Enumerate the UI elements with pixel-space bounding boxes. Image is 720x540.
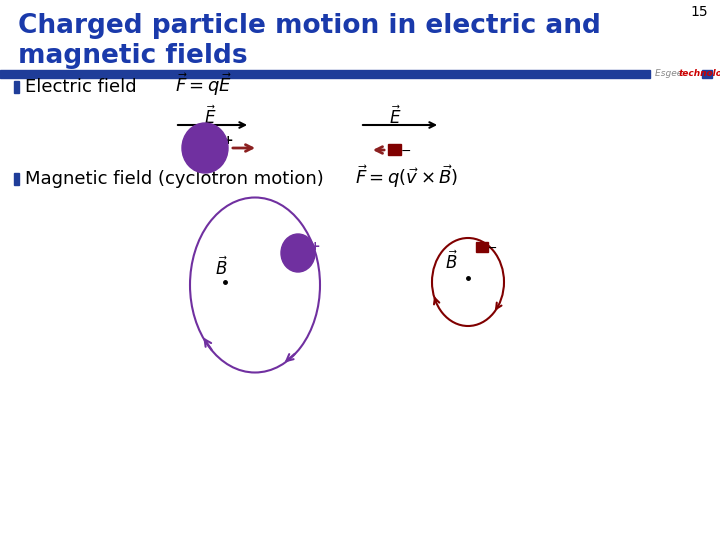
Text: 15: 15 — [690, 5, 708, 19]
Text: +: + — [310, 240, 320, 253]
Text: magnetic fields: magnetic fields — [18, 43, 248, 69]
Ellipse shape — [182, 123, 228, 173]
Text: $\vec{B}$: $\vec{B}$ — [215, 256, 229, 279]
Text: $\vec{F} = q\vec{E}$: $\vec{F} = q\vec{E}$ — [175, 72, 233, 98]
Text: technologies: technologies — [679, 70, 720, 78]
Text: $\vec{E}$: $\vec{E}$ — [204, 106, 216, 128]
Text: Charged particle motion in electric and: Charged particle motion in electric and — [18, 13, 601, 39]
Ellipse shape — [281, 234, 315, 272]
Text: $-$: $-$ — [400, 144, 412, 157]
Bar — [476, 242, 488, 252]
Bar — [388, 144, 401, 155]
Text: $-$: $-$ — [487, 240, 498, 253]
Text: +: + — [222, 133, 233, 146]
Text: $\vec{E}$: $\vec{E}$ — [389, 106, 401, 128]
Bar — [0, 70, 650, 78]
Text: Esgee: Esgee — [655, 70, 685, 78]
Text: Magnetic field (cyclotron motion): Magnetic field (cyclotron motion) — [25, 170, 324, 188]
Bar — [14, 173, 19, 185]
Text: Electric field: Electric field — [25, 78, 137, 96]
Text: $\vec{B}$: $\vec{B}$ — [446, 251, 459, 273]
Bar — [702, 70, 712, 78]
Text: $\vec{F} = q(\vec{v} \times \vec{B})$: $\vec{F} = q(\vec{v} \times \vec{B})$ — [355, 164, 459, 191]
Bar — [14, 81, 19, 93]
